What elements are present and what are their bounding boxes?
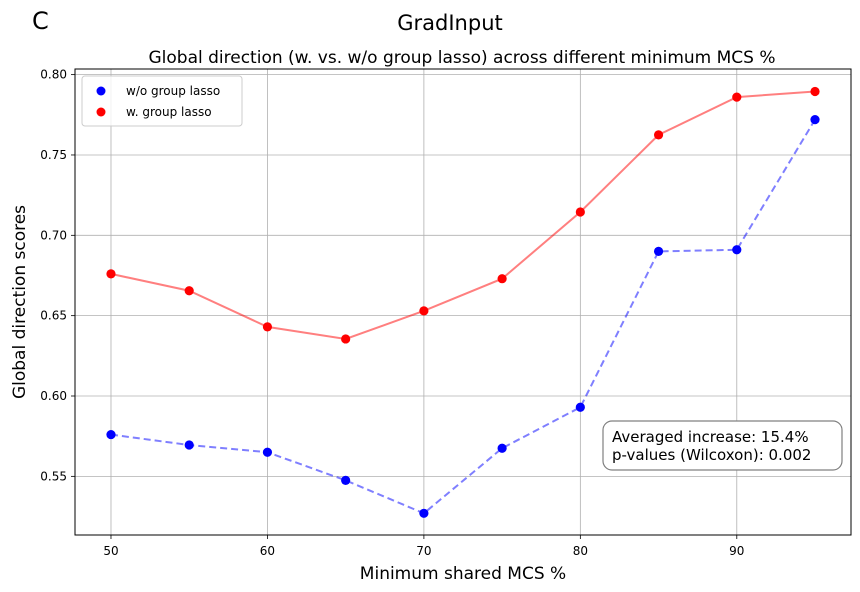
- data-point-series-1: [184, 286, 194, 296]
- panel-letter: C: [32, 7, 49, 35]
- data-point-series-0: [106, 429, 116, 440]
- data-point-series-0: [653, 246, 664, 256]
- legend-marker-without-lasso: [96, 86, 106, 96]
- x-tick-label: 90: [729, 544, 744, 558]
- x-tick-label: 60: [260, 544, 275, 558]
- data-point-series-1: [106, 269, 116, 279]
- data-point-series-0: [184, 440, 194, 450]
- series-points: [106, 86, 820, 518]
- data-point-series-0: [419, 508, 429, 518]
- y-axis-ticks: 0.55 0.60 0.65 0.70 0.75 0.80: [40, 68, 75, 483]
- figure-suptitle: GradInput: [397, 11, 502, 35]
- data-point-series-1: [732, 92, 742, 102]
- legend-label-with-lasso: w. group lasso: [126, 105, 212, 119]
- annotation-line-pvalue: p-values (Wilcoxon): 0.002: [612, 446, 811, 464]
- data-point-series-1: [653, 130, 664, 140]
- legend-box: [81, 75, 243, 127]
- data-point-series-0: [341, 475, 351, 485]
- y-tick-label: 0.80: [40, 68, 67, 82]
- data-point-series-0: [262, 447, 273, 457]
- data-point-series-0: [732, 245, 742, 255]
- x-tick-label: 50: [103, 544, 118, 558]
- annotation-line-increase: Averaged increase: 15.4%: [612, 428, 809, 446]
- annotation-box: [602, 420, 843, 471]
- stats-annotation: Averaged increase: 15.4% p-values (Wilco…: [602, 420, 843, 471]
- data-point-series-1: [419, 306, 429, 316]
- series-lines: [110, 90, 816, 515]
- legend-marker-with-lasso: [96, 107, 106, 117]
- series-line-0: [110, 119, 816, 515]
- data-point-series-1: [497, 274, 507, 284]
- x-axis-label: Minimum shared MCS %: [360, 564, 566, 584]
- x-axis-ticks: 50 60 70 80 90: [103, 535, 744, 558]
- data-point-series-0: [575, 402, 585, 412]
- data-point-series-1: [810, 86, 820, 97]
- data-point-series-0: [810, 115, 820, 125]
- y-tick-label: 0.65: [40, 309, 67, 323]
- data-point-series-1: [262, 322, 273, 332]
- data-point-series-1: [341, 334, 351, 344]
- legend-label-without-lasso: w/o group lasso: [126, 84, 220, 98]
- plot-frame: [74, 68, 852, 536]
- grid: [75, 69, 851, 535]
- y-axis-label: Global direction scores: [10, 205, 30, 399]
- series-line-1: [110, 90, 816, 340]
- legend: w/o group lasso w. group lasso: [81, 75, 243, 127]
- y-tick-label: 0.70: [40, 228, 67, 242]
- y-tick-label: 0.75: [40, 148, 67, 162]
- y-tick-label: 0.60: [40, 389, 67, 403]
- data-point-series-1: [575, 207, 585, 217]
- chart-title: Global direction (w. vs. w/o group lasso…: [148, 48, 775, 68]
- x-tick-label: 70: [416, 544, 431, 558]
- data-point-series-0: [497, 443, 507, 453]
- x-tick-label: 80: [573, 544, 588, 558]
- y-tick-label: 0.55: [40, 469, 67, 483]
